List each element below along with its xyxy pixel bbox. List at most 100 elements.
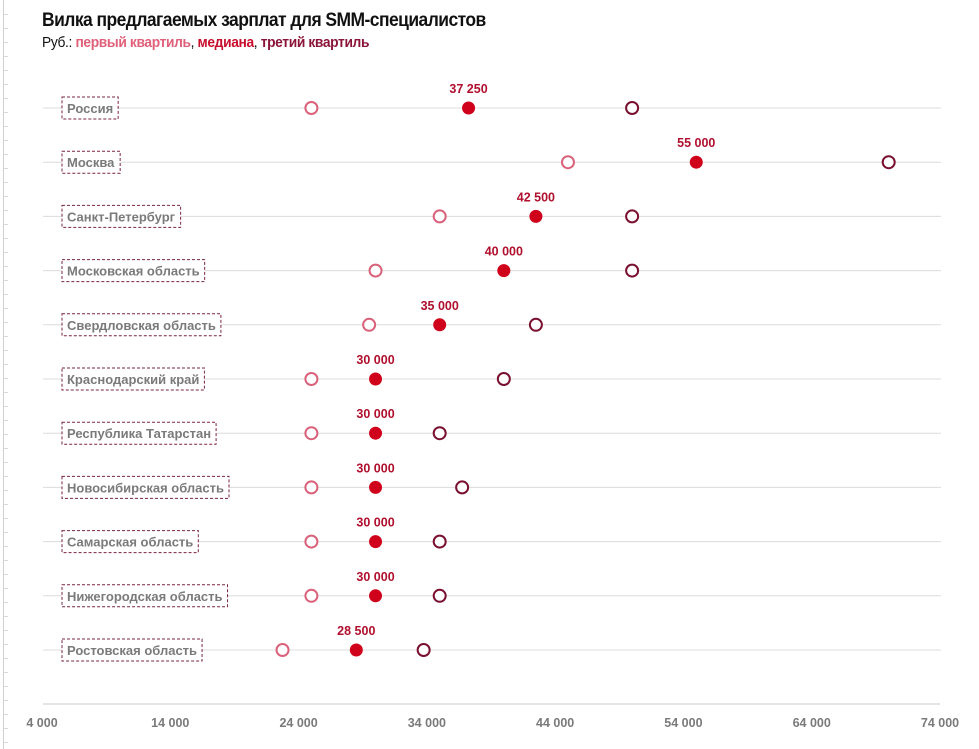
x-tick-label: 34 000 — [408, 716, 446, 730]
sheet-row-tick — [3, 658, 8, 659]
first-quartile-marker — [560, 155, 575, 170]
category-label: Московская область — [67, 264, 200, 279]
sheet-row-tick — [3, 588, 8, 589]
first-quartile-marker — [304, 426, 319, 441]
median-value-label: 42 500 — [517, 190, 555, 204]
sheet-row-tick — [3, 336, 8, 337]
sheet-row-tick — [3, 238, 8, 239]
median-marker — [689, 155, 703, 169]
third-quartile-marker — [455, 480, 470, 495]
sheet-row-tick — [3, 448, 8, 449]
sheet-row-tick — [3, 266, 8, 267]
median-marker — [369, 372, 383, 386]
median-marker — [529, 209, 543, 223]
sheet-row-tick — [3, 140, 8, 141]
legend-third-quartile: третий квартиль — [260, 34, 370, 51]
sheet-row-tick — [3, 546, 8, 547]
category-label-box — [61, 421, 217, 445]
chart-subtitle: Руб.: первый квартиль, медиана, третий к… — [42, 34, 369, 51]
median-marker — [497, 264, 511, 278]
category-label-box — [61, 530, 199, 554]
category-label-box — [61, 96, 119, 120]
sheet-row-tick — [3, 518, 8, 519]
sheet-row-tick — [3, 406, 8, 407]
sheet-row-tick — [3, 364, 8, 365]
median-value-label: 30 000 — [356, 516, 394, 530]
legend-first-quartile: первый квартиль — [75, 34, 191, 51]
sheet-row-tick — [3, 154, 8, 155]
legend-separator: , — [190, 34, 198, 51]
subtitle-prefix: Руб.: — [42, 34, 76, 51]
sheet-row-tick — [3, 644, 8, 645]
third-quartile-marker — [881, 155, 896, 170]
median-marker — [349, 643, 363, 657]
sheet-row-tick — [3, 672, 8, 673]
sheet-row-tick — [3, 112, 8, 113]
first-quartile-marker — [304, 372, 319, 386]
x-tick-label: 44 000 — [536, 716, 574, 730]
sheet-row-tick — [3, 56, 8, 57]
sheet-row-tick — [3, 182, 8, 183]
median-marker — [369, 535, 383, 549]
category-label: Республика Татарстан — [67, 426, 211, 441]
chart-title: Вилка предлагаемых зарплат для SMM-специ… — [42, 10, 486, 31]
sheet-row-tick — [3, 280, 8, 281]
sheet-row-tick — [3, 700, 8, 701]
sheet-row-tick — [3, 14, 8, 15]
median-marker — [369, 426, 383, 440]
sheet-row-tick — [3, 602, 8, 603]
category-label: Самарская область — [67, 535, 193, 550]
median-value-label: 37 250 — [449, 82, 487, 96]
x-tick-label: 4 000 — [26, 716, 57, 730]
sheet-row-tick — [3, 490, 8, 491]
category-label: Свердловская область — [67, 318, 216, 333]
sheet-row-tick — [3, 322, 8, 323]
category-label: Ростовская область — [67, 643, 197, 658]
sheet-row-tick — [3, 28, 8, 29]
sheet-row-tick — [3, 70, 8, 71]
category-label-box — [61, 204, 182, 228]
category-label-box — [61, 475, 230, 499]
first-quartile-marker — [304, 534, 319, 549]
median-marker — [462, 101, 476, 115]
third-quartile-marker — [432, 426, 447, 441]
category-label: Краснодарский край — [67, 372, 199, 387]
sheet-row-tick — [3, 476, 8, 477]
first-quartile-marker — [304, 101, 319, 115]
category-label-box — [61, 313, 222, 337]
x-tick-label: 54 000 — [664, 716, 702, 730]
category-label: Санкт-Петербург — [67, 209, 176, 224]
sheet-row-tick — [3, 392, 8, 393]
third-quartile-marker — [625, 263, 640, 278]
category-label: Нижегородская область — [67, 589, 223, 604]
category-label-box — [61, 150, 121, 174]
sheet-row-tick — [3, 350, 8, 351]
third-quartile-marker — [416, 643, 431, 657]
median-value-label: 28 500 — [337, 624, 375, 638]
sheet-row-tick — [3, 378, 8, 379]
third-quartile-marker — [432, 588, 447, 603]
legend-median: медиана — [197, 34, 255, 51]
category-label-box — [61, 584, 229, 608]
category-label-box — [61, 259, 206, 283]
legend-separator: , — [253, 34, 261, 51]
first-quartile-marker — [275, 643, 290, 657]
third-quartile-marker — [625, 101, 640, 115]
sheet-row-tick — [3, 294, 8, 295]
first-quartile-marker — [362, 317, 377, 332]
sheet-row-tick — [3, 84, 8, 85]
sheet-row-tick — [3, 252, 8, 253]
median-value-label: 55 000 — [677, 136, 715, 150]
first-quartile-marker — [368, 263, 383, 278]
sheet-row-tick — [3, 308, 8, 309]
sheet-row-tick — [3, 686, 8, 687]
median-value-label: 30 000 — [356, 461, 394, 475]
sheet-row-tick — [3, 462, 8, 463]
sheet-row-tick — [3, 560, 8, 561]
median-value-label: 40 000 — [485, 245, 523, 259]
sheet-row-tick — [3, 714, 8, 715]
sheet-row-tick — [3, 224, 8, 225]
x-tick-label: 74 000 — [921, 716, 959, 730]
x-tick-label: 24 000 — [279, 716, 317, 730]
